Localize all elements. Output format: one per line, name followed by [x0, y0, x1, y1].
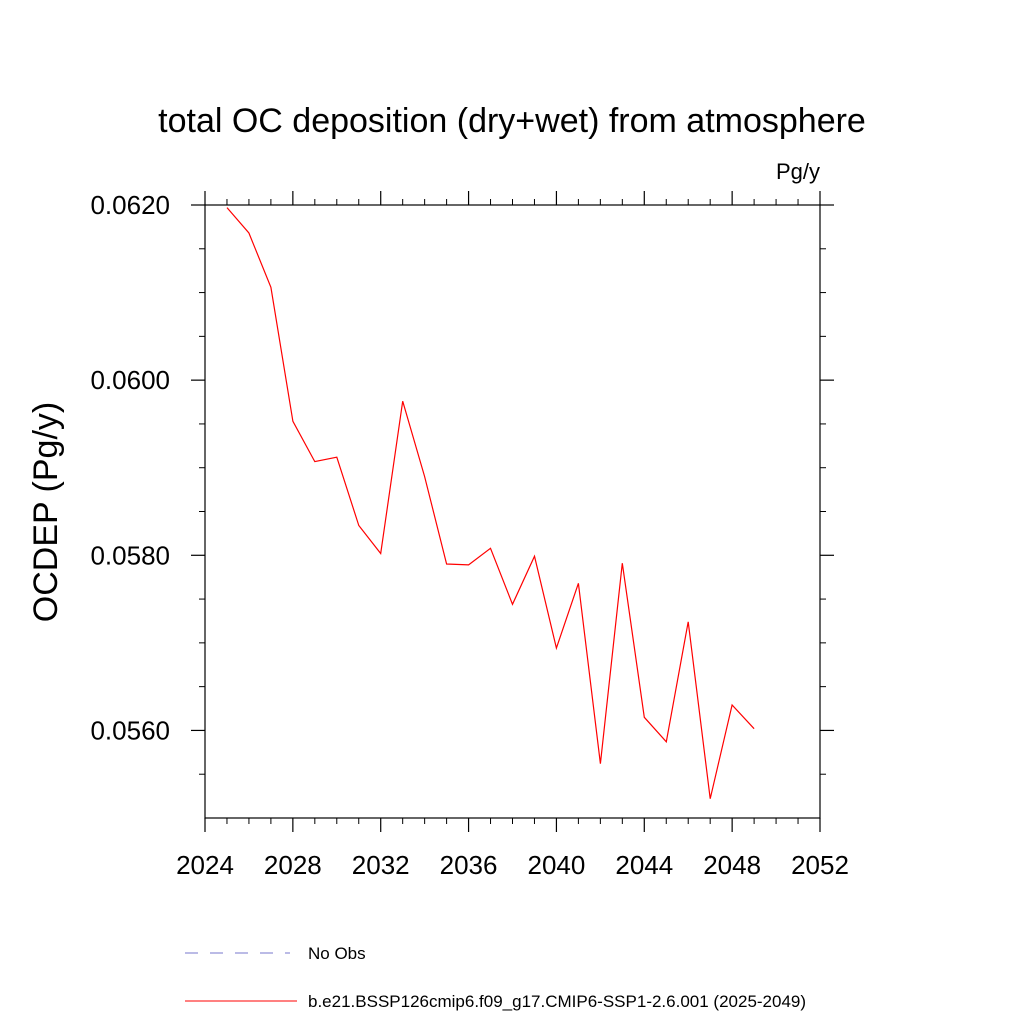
plot-series — [226, 207, 755, 799]
x-tick-label: 2048 — [703, 850, 761, 880]
units-label: Pg/y — [776, 159, 820, 184]
x-axis: 2024 2028 2032 2036 2040 2044 2048 2052 — [176, 191, 849, 880]
x-tick-label: 2052 — [791, 850, 849, 880]
y-tick-label: 0.0560 — [90, 715, 170, 745]
x-tick-label: 2036 — [440, 850, 498, 880]
y-tick-label: 0.0580 — [90, 540, 170, 570]
y-tick-label: 0.0600 — [90, 365, 170, 395]
series-line — [226, 207, 755, 799]
x-tick-label: 2040 — [528, 850, 586, 880]
y-axis-label: OCDEP (Pg/y) — [27, 402, 65, 622]
legend: No Obs b.e21.BSSP126cmip6.f09_g17.CMIP6-… — [185, 944, 806, 1011]
y-axis: 0.0560 0.0580 0.0600 0.0620 — [90, 190, 834, 775]
x-tick-label: 2032 — [352, 850, 410, 880]
x-tick-label: 2028 — [264, 850, 322, 880]
x-tick-label: 2044 — [615, 850, 673, 880]
legend-label-model-run: b.e21.BSSP126cmip6.f09_g17.CMIP6-SSP1-2.… — [308, 992, 806, 1011]
y-tick-label: 0.0620 — [90, 190, 170, 220]
x-tick-label: 2024 — [176, 850, 234, 880]
chart-title: total OC deposition (dry+wet) from atmos… — [158, 102, 866, 140]
legend-label-no-obs: No Obs — [308, 944, 366, 963]
